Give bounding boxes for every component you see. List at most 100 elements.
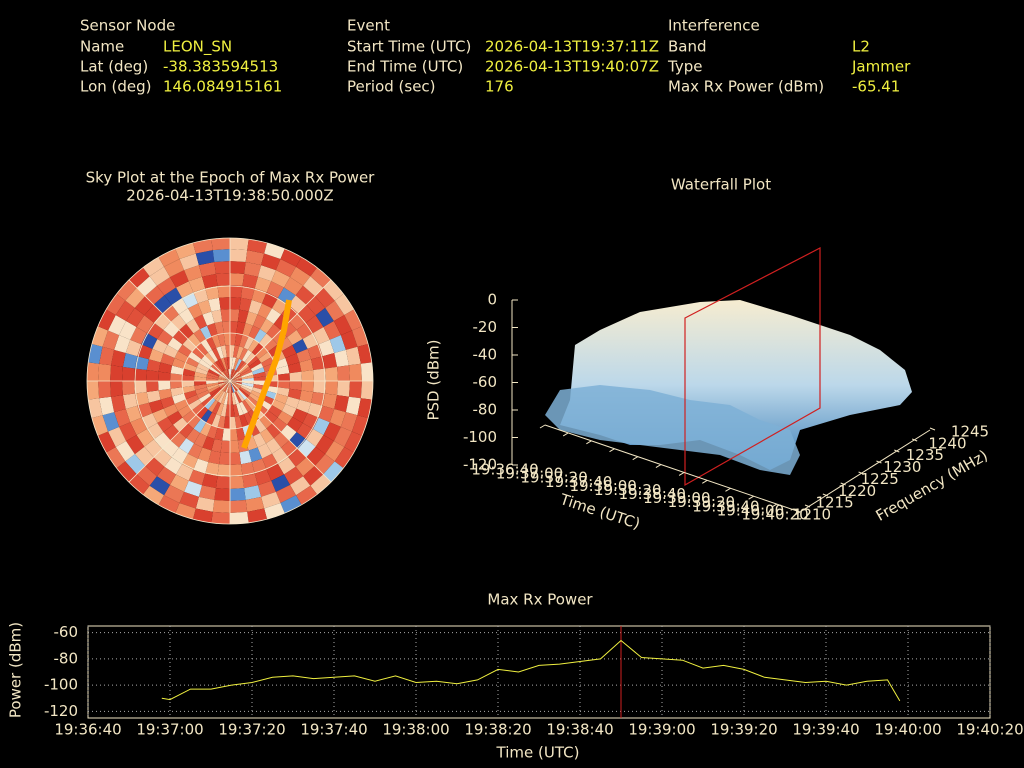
sky-cell	[275, 259, 296, 278]
freq-tick-label: 1230	[883, 458, 921, 476]
sky-cell	[302, 413, 319, 429]
sky-cell	[202, 436, 215, 451]
sky-cell	[157, 329, 173, 345]
sky-cell	[206, 371, 219, 378]
x-tick-label: 19:38:00	[382, 721, 449, 739]
sky-cell	[233, 404, 240, 417]
sky-cell	[337, 365, 350, 381]
sky-cell	[345, 346, 361, 366]
sky-cell	[306, 446, 326, 466]
sky-cell	[248, 447, 263, 463]
sky-cell	[276, 387, 290, 397]
sky-cell	[241, 382, 254, 388]
sky-cell	[230, 381, 238, 392]
time-axis	[544, 424, 801, 513]
sky-cell	[289, 313, 307, 330]
sky-cell	[220, 345, 227, 358]
sky-cell	[200, 422, 212, 437]
sky-cell	[243, 336, 254, 350]
sky-cell	[239, 401, 248, 415]
sky-cell	[97, 309, 116, 331]
sky-cell	[98, 381, 111, 399]
sky-cell	[360, 381, 373, 400]
sky-cell	[244, 398, 256, 410]
sky-cell	[182, 368, 196, 377]
sky-cell	[248, 299, 263, 315]
section-heading: Sensor Node	[80, 17, 175, 35]
sky-cell	[263, 410, 278, 424]
sky-cell	[198, 485, 216, 500]
sky-cell	[152, 408, 168, 423]
sky-cell	[352, 325, 370, 347]
sky-cell	[301, 370, 314, 381]
sky-cell	[262, 292, 278, 309]
sky-cell	[186, 428, 200, 444]
sky-cell	[275, 484, 296, 503]
field-label: Max Rx Power (dBm)	[668, 78, 824, 96]
sky-grid	[86, 237, 374, 525]
sky-cell	[182, 453, 198, 470]
sky-cell	[206, 384, 219, 391]
sky-cell	[258, 351, 272, 363]
freq-tick-label: 1235	[906, 446, 944, 464]
sky-cell	[170, 373, 183, 381]
freq-tick-label: 1245	[951, 423, 989, 441]
sky-cell	[97, 431, 116, 453]
sky-cell	[170, 365, 184, 375]
sky-cell	[344, 309, 363, 331]
sky-cell	[344, 431, 363, 453]
sky-cell	[211, 511, 230, 524]
sky-cell	[225, 404, 230, 417]
sky-cell	[233, 357, 240, 370]
sky-cell	[110, 381, 123, 397]
sky-cell	[245, 250, 265, 266]
sky-cell	[114, 335, 131, 353]
sky-cell	[211, 364, 222, 374]
sky-cell	[158, 495, 180, 514]
sky-cell	[171, 297, 188, 315]
sky-cell	[230, 373, 241, 381]
sky-cell	[119, 422, 137, 441]
sky-cell	[174, 399, 189, 411]
sky-cell	[230, 428, 238, 441]
sky-cell	[325, 300, 345, 321]
sky-cell	[98, 363, 111, 381]
sky-cell	[195, 367, 208, 375]
sky-cell	[115, 441, 135, 462]
sky-cell	[272, 417, 288, 432]
sky-cell	[152, 339, 168, 354]
section-heading: Interference	[668, 17, 760, 35]
sky-cell	[153, 313, 171, 330]
sky-cell	[230, 369, 236, 381]
sky-cell	[248, 339, 260, 353]
sky-cell	[218, 375, 230, 381]
sky-cell	[290, 476, 311, 496]
sky-cell	[318, 339, 335, 357]
sky-cell	[158, 362, 172, 374]
sky-cell	[230, 370, 238, 381]
sky-cell	[179, 253, 199, 271]
z-tick-label: -60	[473, 373, 498, 391]
sky-cell	[218, 376, 230, 381]
sky-cell	[223, 357, 229, 370]
field-value: -38.383594513	[163, 58, 278, 76]
field-label: Start Time (UTC)	[347, 38, 471, 56]
time-tick-label: 19:38:40	[619, 485, 686, 503]
sky-cell	[90, 325, 108, 347]
sky-cell	[310, 474, 332, 496]
sky-cell	[234, 391, 242, 404]
sky-cell	[230, 381, 236, 393]
sky-cell	[119, 321, 137, 340]
time-tick-label: 19:39:40	[692, 497, 759, 515]
sky-cell	[242, 400, 252, 413]
sky-cell	[111, 349, 126, 367]
sky-cell	[266, 281, 284, 298]
sky-cell	[146, 370, 159, 381]
sky-cell	[323, 422, 341, 441]
sky-cell	[296, 256, 318, 277]
sky-cell	[217, 285, 230, 298]
sky-cell	[271, 270, 290, 288]
sky-cell	[236, 427, 246, 441]
sky-cell	[238, 364, 249, 374]
sky-cell	[239, 334, 249, 348]
